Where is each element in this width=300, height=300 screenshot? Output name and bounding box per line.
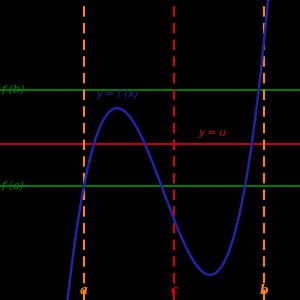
Text: f (b): f (b) [2,85,25,95]
Text: y = f (x): y = f (x) [96,89,138,99]
Text: b: b [260,284,268,297]
Text: f (a): f (a) [2,181,25,191]
Text: c: c [170,284,178,297]
Text: y = u: y = u [198,128,226,138]
Text: a: a [80,284,88,297]
